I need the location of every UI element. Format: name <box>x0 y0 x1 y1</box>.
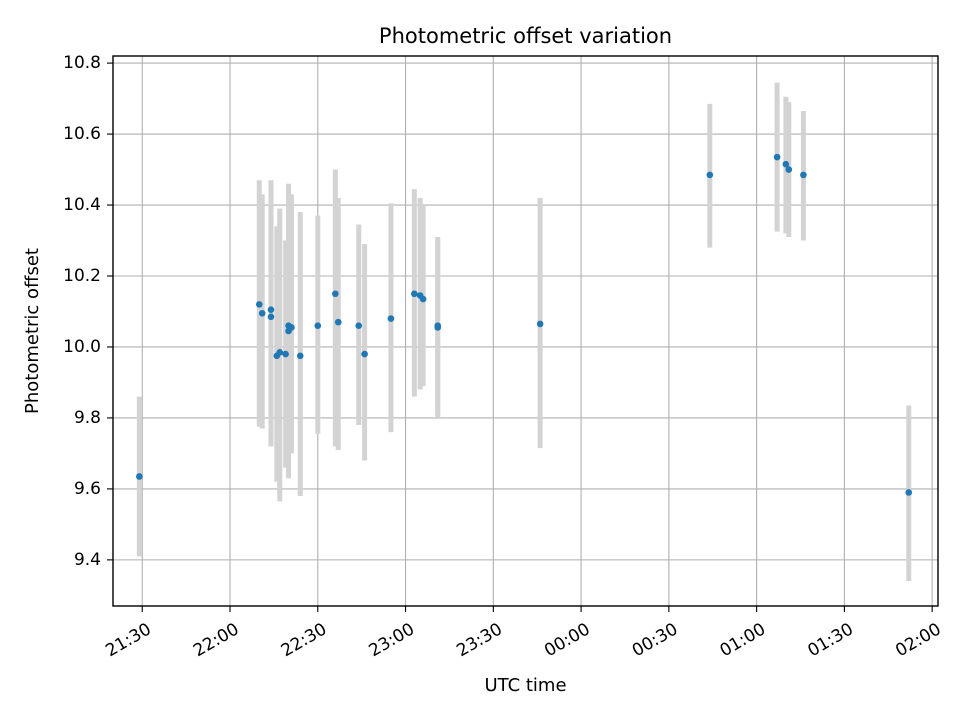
data-point <box>387 315 395 322</box>
plot-area-frame <box>112 55 939 607</box>
y-tick-label: 10.0 <box>63 337 101 357</box>
grid-lines <box>113 56 938 606</box>
y-tick-label: 9.4 <box>74 550 101 570</box>
data-point <box>282 350 289 358</box>
chart-title: Photometric offset variation <box>379 24 672 48</box>
y-tick-label: 9.6 <box>74 479 101 499</box>
data-point <box>773 153 781 161</box>
data-point <box>276 348 284 356</box>
y-tick-label: 9.8 <box>74 408 101 428</box>
data-point <box>419 295 427 303</box>
y-tick-label: 10.6 <box>63 124 101 144</box>
data-point <box>267 313 275 321</box>
data-points <box>136 153 913 496</box>
data-point <box>411 290 418 298</box>
data-point <box>314 322 322 329</box>
data-point <box>782 160 790 168</box>
data-point <box>255 301 263 308</box>
data-point <box>355 322 363 329</box>
data-point <box>267 306 275 314</box>
y-axis-title: Photometric offset <box>22 248 43 414</box>
y-tick-label: 10.8 <box>63 53 101 73</box>
data-point <box>334 318 342 326</box>
data-point <box>706 171 714 179</box>
data-point <box>258 309 266 317</box>
data-point <box>332 290 339 298</box>
data-point <box>434 324 442 331</box>
y-tick-label: 10.4 <box>63 195 101 215</box>
x-axis-title: UTC time <box>484 675 566 696</box>
y-tick-label: 10.2 <box>63 266 101 286</box>
data-point <box>136 473 143 480</box>
data-point <box>361 350 368 358</box>
data-point <box>800 171 807 179</box>
data-point <box>288 324 295 331</box>
data-point <box>905 489 913 496</box>
data-point <box>785 166 793 173</box>
data-point <box>296 352 304 360</box>
y-axis-ticks: 9.4 9.6 9.8 10.0 10.2 10.4 10.6 10.8 <box>63 53 113 570</box>
data-point <box>536 320 544 328</box>
